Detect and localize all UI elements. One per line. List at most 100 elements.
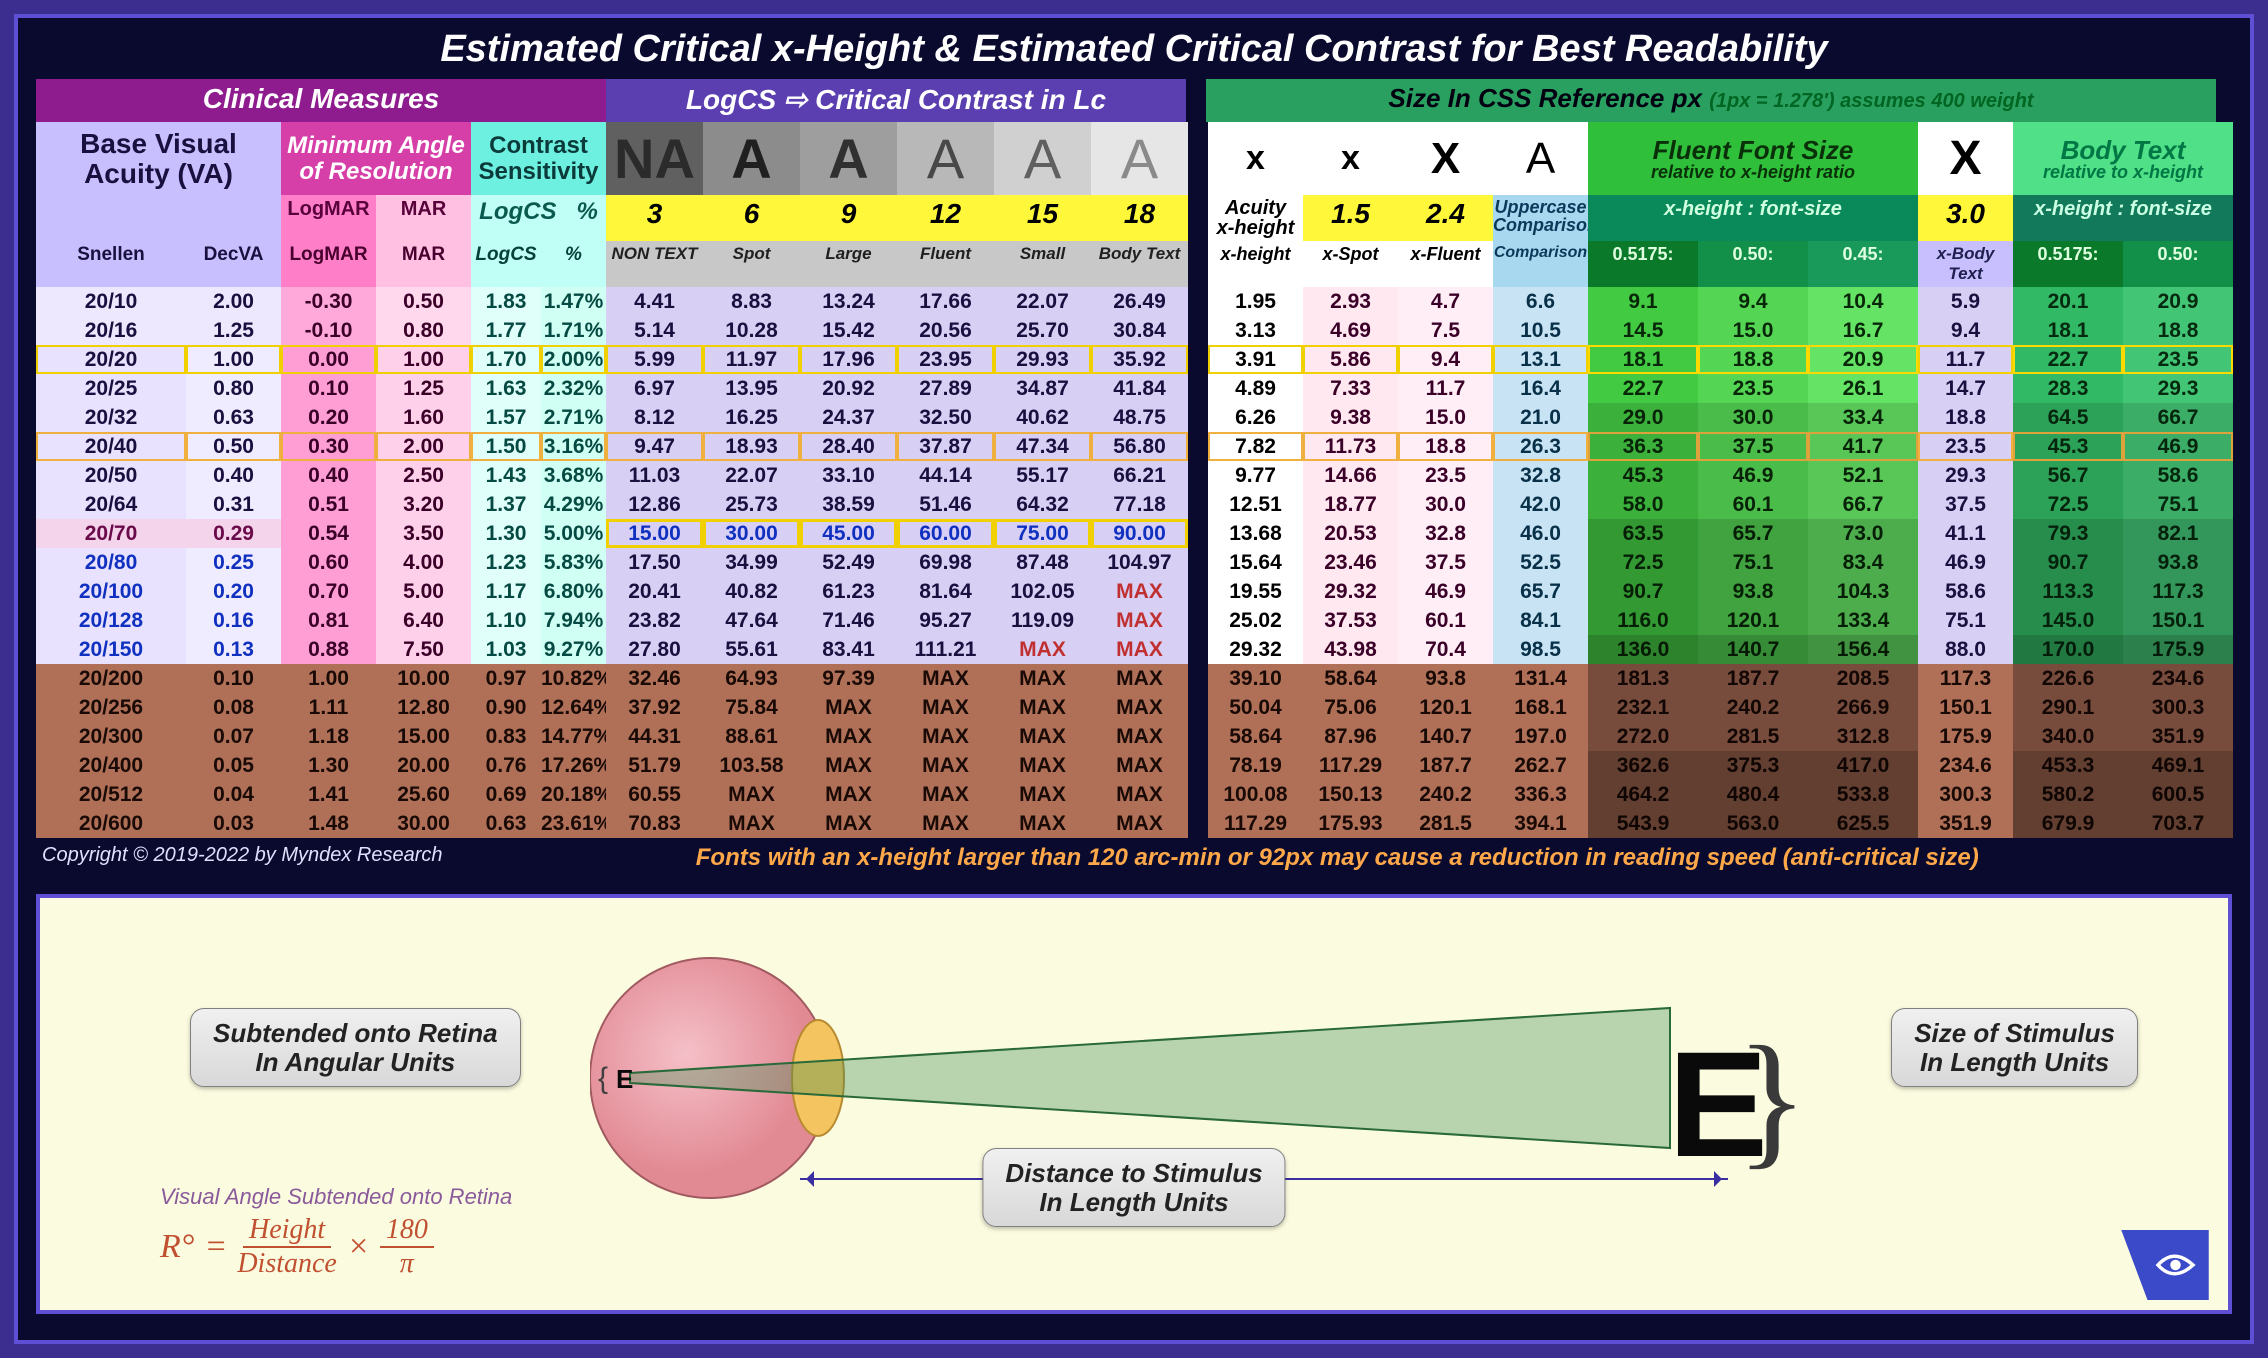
cell: 41.1 bbox=[1918, 519, 2013, 548]
cell: 29.3 bbox=[2123, 374, 2233, 403]
cell: 1.71% bbox=[541, 316, 606, 345]
cell: MAX bbox=[994, 780, 1091, 809]
cell: 117.3 bbox=[1918, 664, 2013, 693]
cell: 3.16% bbox=[541, 432, 606, 461]
cell: 15.00 bbox=[376, 722, 471, 751]
cell: 60.00 bbox=[897, 519, 994, 548]
cell: 464.2 bbox=[1588, 780, 1698, 809]
yellow-1_5: 1.5 bbox=[1303, 195, 1398, 241]
hdr-size: Size In CSS Reference px (1px = 1.278′) … bbox=[1206, 79, 2216, 122]
lbl-fluent: Fluent bbox=[897, 241, 994, 287]
cell: 65.7 bbox=[1698, 519, 1808, 548]
cell: 64.32 bbox=[994, 490, 1091, 519]
cell: 75.1 bbox=[1698, 548, 1808, 577]
cell: 17.96 bbox=[800, 345, 897, 374]
cell: 56.7 bbox=[2013, 461, 2123, 490]
cell: 73.0 bbox=[1808, 519, 1918, 548]
cell: 20/40 bbox=[36, 432, 186, 461]
cell: 29.32 bbox=[1208, 635, 1303, 664]
cell: 4.29% bbox=[541, 490, 606, 519]
cell: 17.50 bbox=[606, 548, 703, 577]
yellow-12: 12 bbox=[897, 195, 994, 241]
lbl-small: Small bbox=[994, 241, 1091, 287]
cell: 22.07 bbox=[994, 287, 1091, 316]
yellow-18: 18 bbox=[1091, 195, 1188, 241]
yellow-15: 15 bbox=[994, 195, 1091, 241]
cell: 87.48 bbox=[994, 548, 1091, 577]
cell: 20.18% bbox=[541, 780, 606, 809]
cell: 187.7 bbox=[1698, 664, 1808, 693]
data-rows: 20/102.00-0.300.501.831.47%4.418.8313.24… bbox=[36, 287, 2232, 838]
cell: 300.3 bbox=[2123, 693, 2233, 722]
cell: 5.00 bbox=[376, 577, 471, 606]
lbl-xspot: x-Spot bbox=[1303, 241, 1398, 287]
cell: 2.00 bbox=[376, 432, 471, 461]
cell: 52.49 bbox=[800, 548, 897, 577]
cell: 46.9 bbox=[1398, 577, 1493, 606]
cell: 300.3 bbox=[1918, 780, 2013, 809]
cell: MAX bbox=[897, 809, 994, 838]
cell: 7.50 bbox=[376, 635, 471, 664]
cell: 417.0 bbox=[1808, 751, 1918, 780]
cell: 9.4 bbox=[1918, 316, 2013, 345]
cell: 18.8 bbox=[1398, 432, 1493, 461]
cell: 46.9 bbox=[2123, 432, 2233, 461]
cell: 55.61 bbox=[703, 635, 800, 664]
cell: 75.00 bbox=[994, 519, 1091, 548]
hdr-body: Body Textrelative to x-height bbox=[2013, 122, 2233, 195]
sample-x-small2: x bbox=[1303, 122, 1398, 195]
logo-badge bbox=[2120, 1230, 2210, 1300]
cell: 10.5 bbox=[1493, 316, 1588, 345]
cell: 1.37 bbox=[471, 490, 541, 519]
cell: 75.06 bbox=[1303, 693, 1398, 722]
cell: 7.94% bbox=[541, 606, 606, 635]
cell: 40.62 bbox=[994, 403, 1091, 432]
cell: 37.92 bbox=[606, 693, 703, 722]
cell: 0.50 bbox=[376, 287, 471, 316]
cell: -0.30 bbox=[281, 287, 376, 316]
cell: 90.7 bbox=[1588, 577, 1698, 606]
cell: 58.64 bbox=[1303, 664, 1398, 693]
cell: 0.69 bbox=[471, 780, 541, 809]
cell: 20.56 bbox=[897, 316, 994, 345]
cell: 9.4 bbox=[1698, 287, 1808, 316]
cell: 51.46 bbox=[897, 490, 994, 519]
cell: 25.70 bbox=[994, 316, 1091, 345]
table-row: 20/1280.160.816.401.107.94%23.8247.6471.… bbox=[36, 606, 2232, 635]
cell: 14.7 bbox=[1918, 374, 2013, 403]
cell: 46.0 bbox=[1493, 519, 1588, 548]
lbl-nontext: NON TEXT bbox=[606, 241, 703, 287]
svg-text:E: E bbox=[616, 1064, 633, 1094]
cell: 23.46 bbox=[1303, 548, 1398, 577]
cell: MAX bbox=[897, 693, 994, 722]
cell: 5.99 bbox=[606, 345, 703, 374]
cell: 93.8 bbox=[1398, 664, 1493, 693]
cell: 58.64 bbox=[1208, 722, 1303, 751]
cell: 543.9 bbox=[1588, 809, 1698, 838]
cell: MAX bbox=[703, 780, 800, 809]
cell: 16.25 bbox=[703, 403, 800, 432]
cell: 20/64 bbox=[36, 490, 186, 519]
cell: 18.1 bbox=[1588, 345, 1698, 374]
cell: 60.1 bbox=[1398, 606, 1493, 635]
cell: 312.8 bbox=[1808, 722, 1918, 751]
cell: 61.23 bbox=[800, 577, 897, 606]
cell: 83.41 bbox=[800, 635, 897, 664]
cell: 4.69 bbox=[1303, 316, 1398, 345]
cell: 197.0 bbox=[1493, 722, 1588, 751]
cell: 1.00 bbox=[376, 345, 471, 374]
cell: 351.9 bbox=[2123, 722, 2233, 751]
table-row: 20/700.290.543.501.305.00%15.0030.0045.0… bbox=[36, 519, 2232, 548]
cell: 37.87 bbox=[897, 432, 994, 461]
cell: 79.3 bbox=[2013, 519, 2123, 548]
cell: 181.3 bbox=[1588, 664, 1698, 693]
cell: 51.79 bbox=[606, 751, 703, 780]
cell: 20/10 bbox=[36, 287, 186, 316]
cell: 20/25 bbox=[36, 374, 186, 403]
cell: 0.81 bbox=[281, 606, 376, 635]
cell: 20.41 bbox=[606, 577, 703, 606]
table-row: 20/500.400.402.501.433.68%11.0322.0733.1… bbox=[36, 461, 2232, 490]
table-row: 20/5120.041.4125.600.6920.18%60.55MAXMAX… bbox=[36, 780, 2232, 809]
cell: 1.25 bbox=[376, 374, 471, 403]
cell: 20/16 bbox=[36, 316, 186, 345]
